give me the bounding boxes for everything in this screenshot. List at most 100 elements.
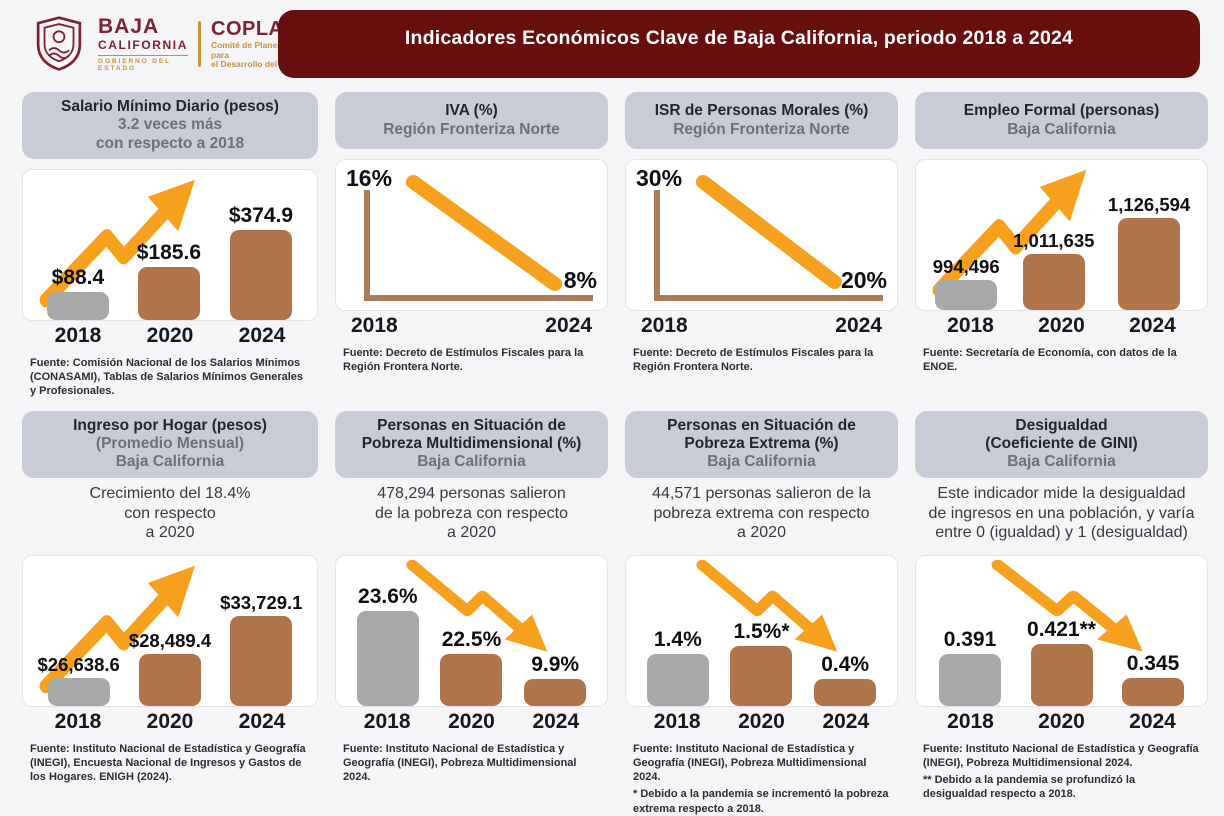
bars: 23.6% 22.5% 9.9% bbox=[336, 556, 607, 706]
annotation-line: a 2020 bbox=[737, 524, 786, 542]
bar-group-2024: 1,126,594 bbox=[1108, 194, 1190, 310]
bar-value: 0.4% bbox=[821, 652, 870, 676]
end-value: 8% bbox=[563, 267, 597, 293]
panel-salario-minimo-diario: Salario Mínimo Diario (pesos) 3.2 veces … bbox=[22, 92, 318, 399]
source-note: Fuente: Secretaría de Economía, con dato… bbox=[923, 347, 1177, 374]
bar-2024 bbox=[814, 678, 877, 706]
bar-group-2018: $26,638.6 bbox=[38, 654, 120, 706]
bar-value: 1.4% bbox=[653, 627, 702, 651]
panel-header: Ingreso por Hogar (pesos) (Promedio Mens… bbox=[22, 410, 318, 478]
source-note: Fuente: Instituto Nacional de Estadístic… bbox=[633, 742, 867, 784]
year-label: 2020 bbox=[1038, 314, 1085, 337]
bar-value: 0.421** bbox=[1027, 617, 1096, 641]
panel-header: IVA (%) Región Fronteriza Norte bbox=[335, 92, 608, 149]
panel-iva: IVA (%) Región Fronteriza Norte 16% 8% 2… bbox=[335, 92, 608, 399]
annotation-line: a 2020 bbox=[145, 524, 195, 542]
org-subtitle-2: el Desarrollo del Estado bbox=[211, 59, 308, 70]
brand-text: BAJA CALIFORNIA GOBIERNO DEL ESTADO bbox=[98, 16, 188, 72]
bar-2024 bbox=[524, 678, 587, 706]
x-axis-years: 2018 2020 2024 bbox=[625, 707, 898, 734]
year-label: 2024 bbox=[238, 709, 286, 733]
year-label: 2018 bbox=[947, 709, 994, 733]
panel-title: Personas en Situación de bbox=[377, 416, 566, 434]
bar-chart-gini: 0.391 0.421** 0.345 bbox=[915, 554, 1208, 707]
panel-subtitle: Baja California bbox=[1007, 453, 1116, 471]
panel-isr-personas-morales: ISR de Personas Morales (%) Región Front… bbox=[625, 92, 898, 399]
bar-group-2024: 0.345 bbox=[1121, 652, 1184, 706]
year-label: 2018 bbox=[947, 314, 994, 337]
footnote: * Debido a la pandemia se incrementó la … bbox=[633, 788, 889, 815]
panel-title: IVA (%) bbox=[445, 102, 498, 120]
source-note: Fuente: Instituto Nacional de Estadístic… bbox=[923, 742, 1199, 769]
panel-subtitle: Baja California bbox=[417, 453, 526, 471]
start-value: 30% bbox=[636, 165, 683, 191]
annotation-line: pobreza extrema con respecto bbox=[653, 504, 870, 522]
panel-annotation: 44,571 personas salieron de la pobreza e… bbox=[625, 483, 898, 545]
year-label: 2018 bbox=[641, 314, 688, 337]
panel-pobreza-extrema: Personas en Situación de Pobreza Extrema… bbox=[625, 410, 898, 816]
x-axis-years: 2018 2020 2024 bbox=[915, 707, 1208, 734]
panel-header: Empleo Formal (personas) Baja California bbox=[915, 92, 1208, 149]
bar-group-2018: 994,496 bbox=[933, 256, 1000, 310]
year-label: 2018 bbox=[54, 709, 102, 733]
bar-group-2024: 9.9% bbox=[524, 653, 587, 706]
line-chart-isr: 30% 20% bbox=[625, 159, 898, 311]
source-note: Fuente: Decreto de Estímulos Fiscales pa… bbox=[343, 347, 584, 374]
bars: 0.391 0.421** 0.345 bbox=[916, 556, 1207, 706]
bar-2020 bbox=[730, 645, 793, 706]
trend-down-arrow-icon bbox=[991, 559, 1143, 652]
annotation-line: 44,571 personas salieron de la bbox=[652, 485, 871, 503]
annotation-line: con respecto bbox=[124, 504, 216, 522]
panel-subtitle: Región Fronteriza Norte bbox=[673, 120, 850, 138]
annotation-line: a 2020 bbox=[447, 524, 496, 542]
trend-up-arrow-icon bbox=[39, 179, 195, 307]
source-note: Fuente: Instituto Nacional de Estadístic… bbox=[343, 742, 577, 784]
state-crest-icon bbox=[36, 16, 82, 71]
bar-group-2020: 0.421** bbox=[1027, 618, 1096, 706]
page-title: Indicadores Económicos Clave de Baja Cal… bbox=[404, 26, 1074, 49]
bar-value: 22.5% bbox=[441, 627, 502, 651]
bar-value: $33,729.1 bbox=[220, 591, 303, 613]
bars: $88.4 $185.6 $374.9 bbox=[23, 170, 317, 320]
year-label: 2018 bbox=[351, 314, 398, 337]
title-banner: Indicadores Económicos Clave de Baja Cal… bbox=[278, 10, 1200, 78]
bar-2018 bbox=[646, 653, 709, 706]
panel-title: Empleo Formal (personas) bbox=[963, 102, 1160, 120]
trend-down-line-icon bbox=[695, 175, 842, 289]
bar-group-2020: 22.5% bbox=[440, 627, 503, 706]
year-label: 2018 bbox=[653, 709, 701, 733]
x-axis-years: 2018 2020 2024 bbox=[22, 707, 318, 734]
year-label: 2018 bbox=[363, 709, 411, 733]
axes bbox=[364, 190, 593, 301]
panel-title: ISR de Personas Morales (%) bbox=[654, 102, 869, 120]
panel-title: (Coeficiente de GINI) bbox=[985, 435, 1138, 453]
source-note: Fuente: Comisión Nacional de los Salario… bbox=[30, 356, 304, 398]
bar-2020 bbox=[137, 266, 200, 320]
brand-line2: CALIFORNIA bbox=[98, 38, 188, 52]
year-label: 2018 bbox=[54, 323, 102, 347]
panel-subtitle: 3.2 veces más bbox=[117, 116, 223, 134]
year-label: 2024 bbox=[238, 323, 286, 347]
x-axis-years: 2018 2024 bbox=[335, 311, 608, 338]
bars: $26,638.6 $28,489.4 $33,729.1 bbox=[23, 556, 317, 706]
org-subtitle-1: Comité de Planeación para bbox=[211, 39, 300, 60]
bar-2020 bbox=[440, 653, 503, 706]
panel-subtitle: Baja California bbox=[707, 453, 816, 471]
trend-down-line-icon bbox=[405, 175, 563, 291]
axes bbox=[654, 190, 883, 301]
panel-ingreso-por-hogar: Ingreso por Hogar (pesos) (Promedio Mens… bbox=[22, 410, 318, 816]
bar-2018 bbox=[47, 677, 110, 706]
year-label: 2020 bbox=[448, 709, 495, 733]
panel-subtitle: Región Fronteriza Norte bbox=[383, 120, 560, 138]
bar-group-2020: 1,011,635 bbox=[1013, 230, 1094, 310]
bar-group-2024: $33,729.1 bbox=[220, 592, 302, 706]
bar-value: 23.6% bbox=[358, 584, 418, 608]
bar-2024 bbox=[229, 229, 292, 320]
x-axis-years: 2018 2020 2024 bbox=[335, 707, 608, 734]
bar-2024 bbox=[1118, 218, 1181, 310]
top-header: BAJA CALIFORNIA GOBIERNO DEL ESTADO COPL… bbox=[0, 0, 1224, 88]
bar-value: 1.5%* bbox=[733, 619, 790, 643]
bar-group-2018: 23.6% bbox=[356, 584, 419, 706]
panel-title: Personas en Situación de bbox=[667, 416, 856, 434]
trend-up-arrow-icon bbox=[932, 169, 1087, 297]
